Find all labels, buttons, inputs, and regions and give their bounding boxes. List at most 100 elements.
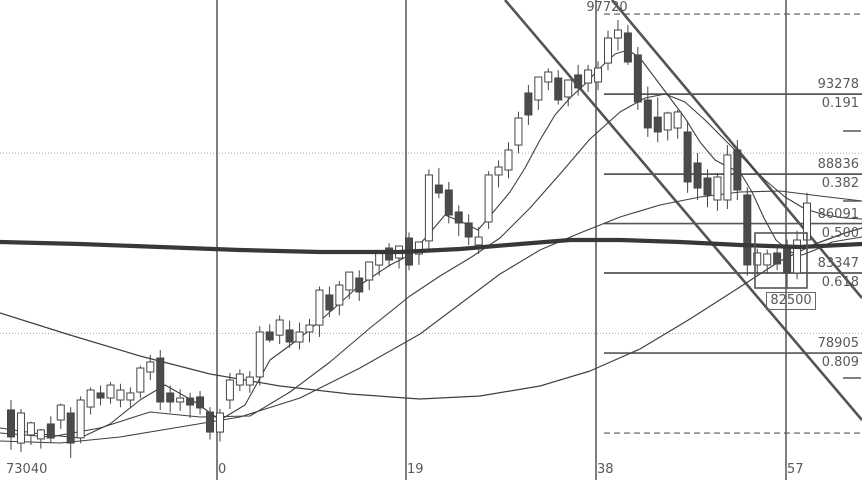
fib-ratio-label-0191: 0.191 — [821, 96, 859, 112]
ma-slow — [0, 190, 862, 444]
candle — [604, 30, 612, 71]
candle — [444, 181, 453, 224]
candle — [663, 111, 672, 141]
candle — [484, 171, 493, 229]
candle — [285, 320, 294, 348]
candle — [116, 383, 125, 408]
candle — [335, 281, 344, 316]
fib-high-label: 97720 — [586, 0, 628, 16]
candle — [136, 365, 145, 399]
candle — [355, 270, 364, 301]
candle — [564, 79, 573, 107]
candle — [56, 403, 65, 429]
ma-descending-long — [0, 227, 862, 400]
ma-fast — [0, 49, 862, 439]
candle — [574, 64, 583, 96]
candle — [584, 64, 593, 92]
candle — [196, 390, 205, 415]
candle — [365, 261, 374, 291]
ma-thick-flat — [0, 237, 862, 255]
fib-ratio-label-0809: 0.809 — [821, 355, 859, 371]
candle — [424, 169, 433, 251]
candle — [753, 248, 762, 275]
fib-price-label-0500: 86091 — [817, 206, 859, 222]
candle — [225, 372, 234, 410]
candle — [36, 428, 45, 449]
fib-ratio-label-0382: 0.382 — [821, 176, 859, 192]
candle — [504, 142, 513, 179]
x-axis-label-start-price: 73040 — [6, 462, 48, 477]
candle — [693, 153, 702, 200]
candle — [106, 381, 115, 404]
candle — [454, 205, 463, 237]
candle — [146, 354, 155, 381]
candle — [126, 387, 135, 408]
candle — [315, 286, 324, 337]
candle — [623, 25, 632, 65]
x-axis-label-57: 57 — [787, 462, 804, 477]
candle — [275, 315, 284, 345]
candle — [633, 46, 642, 110]
candle — [215, 409, 224, 442]
candle — [773, 245, 782, 271]
ma-medium — [0, 93, 862, 438]
candle — [245, 371, 254, 393]
candle — [295, 322, 304, 350]
candle — [46, 416, 55, 444]
candle — [544, 68, 553, 91]
candle — [713, 172, 722, 211]
candle — [743, 187, 752, 276]
candle — [325, 286, 334, 318]
fib-ratio-label-0500: 0.500 — [821, 225, 859, 241]
candle — [96, 385, 105, 406]
candle — [733, 140, 742, 200]
candle — [16, 409, 25, 453]
candle — [255, 326, 264, 386]
fib-price-label-0618: 83347 — [817, 256, 859, 272]
candle — [206, 407, 214, 440]
candles-layer — [7, 20, 811, 459]
candle — [76, 396, 85, 444]
candle — [385, 243, 394, 267]
candle — [643, 86, 652, 137]
candle — [434, 167, 443, 199]
price-tag-82500: 82500 — [766, 292, 816, 310]
candle — [156, 350, 165, 410]
candle — [594, 61, 603, 91]
candle — [166, 385, 175, 413]
consolidation-rectangle — [754, 232, 808, 289]
candle — [395, 245, 404, 269]
fib-ratio-label-0618: 0.618 — [821, 275, 859, 291]
fib-price-label-0809: 78905 — [817, 336, 859, 352]
candle — [524, 85, 533, 126]
candle — [305, 318, 314, 343]
candle — [66, 407, 75, 459]
candle — [703, 169, 712, 208]
candle — [683, 120, 692, 193]
x-axis-label-38: 38 — [597, 462, 614, 477]
candle — [793, 230, 802, 280]
channel-lower-trendline — [504, 0, 862, 421]
candle — [7, 400, 15, 450]
fib-price-label-0382: 88836 — [817, 157, 859, 173]
candle — [176, 389, 185, 411]
candle — [534, 76, 543, 110]
candle — [235, 369, 244, 391]
candle — [464, 214, 473, 246]
candle — [514, 111, 523, 154]
candle — [554, 70, 563, 105]
candle — [86, 387, 95, 415]
fib-price-label-0191: 93278 — [817, 77, 859, 93]
candle — [723, 145, 732, 210]
candle — [186, 392, 195, 419]
candle — [673, 109, 682, 139]
candle — [265, 324, 274, 343]
x-axis-label-0: 0 — [218, 462, 227, 477]
candle — [653, 97, 662, 143]
candle — [494, 160, 503, 188]
candle — [345, 271, 354, 300]
candle — [26, 421, 35, 446]
candle — [613, 20, 622, 51]
